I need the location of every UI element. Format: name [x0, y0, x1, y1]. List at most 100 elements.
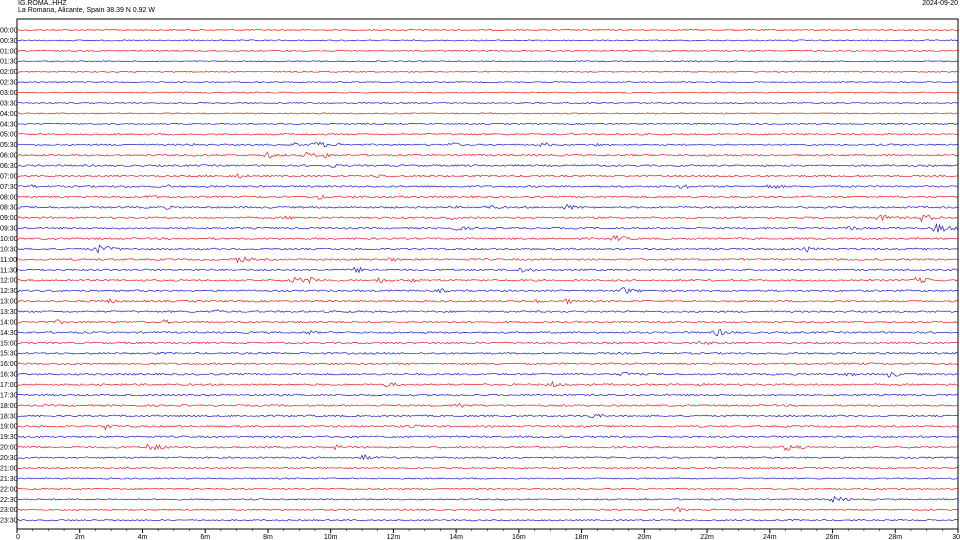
row-label: 07:00: [0, 173, 18, 180]
trace-1300: [16, 298, 958, 305]
trace-0830: [16, 204, 958, 211]
trace-2100: [16, 466, 958, 470]
row-label: 21:00: [0, 465, 18, 472]
trace-1430: [16, 329, 958, 337]
row-label: 12:00: [0, 278, 18, 285]
row-label: 10:00: [0, 236, 18, 243]
trace-2300: [16, 507, 958, 513]
row-label: 18:30: [0, 413, 18, 420]
trace-0300: [16, 91, 958, 94]
x-tick-label: 22m: [700, 534, 714, 540]
trace-0800: [16, 194, 958, 200]
trace-0100: [16, 49, 958, 52]
trace-0400: [16, 112, 958, 115]
trace-0700: [16, 173, 958, 179]
trace-2230: [16, 495, 958, 504]
row-label: 10:30: [0, 246, 18, 253]
location-label: La Romana, Alicante, Spain 38.39 N 0.92 …: [18, 7, 155, 14]
row-label: 18:00: [0, 403, 18, 410]
x-tick-label: 0: [16, 534, 20, 540]
x-tick-label: 8m: [263, 534, 273, 540]
x-tick-label: 10m: [324, 534, 338, 540]
trace-0600: [16, 151, 958, 159]
row-label: 23:00: [0, 507, 18, 514]
x-tick-label: 2m: [75, 534, 85, 540]
plot-frame: [16, 18, 959, 530]
x-tick-label: 20m: [638, 534, 652, 540]
seismic-traces: [16, 28, 958, 522]
station-label: IG.ROMA..HHZ: [18, 0, 67, 7]
trace-2200: [16, 487, 958, 491]
trace-0030: [16, 39, 958, 42]
row-label: 00:30: [0, 38, 18, 45]
row-label: 04:30: [0, 121, 18, 128]
row-label: 13:30: [0, 309, 18, 316]
trace-1330: [16, 309, 958, 313]
row-label: 11:30: [0, 267, 17, 274]
row-label: 07:30: [0, 184, 18, 191]
trace-2330: [16, 519, 958, 522]
trace-0430: [16, 122, 958, 125]
row-label: 17:00: [0, 382, 18, 389]
row-label: 20:00: [0, 445, 18, 452]
trace-1930: [16, 435, 958, 439]
row-label: 15:30: [0, 351, 18, 358]
row-time-labels: 00:00 00:30 01:00 01:30 02:00 02:30 03:00 03:30…: [0, 27, 18, 524]
row-label: 22:30: [0, 497, 18, 504]
row-label: 12:30: [0, 288, 18, 295]
x-tick-label: 16m: [512, 534, 526, 540]
trace-1100: [16, 256, 958, 264]
trace-1130: [16, 266, 958, 274]
trace-2030: [16, 453, 958, 461]
trace-1600: [16, 362, 958, 366]
row-label: 03:00: [0, 90, 18, 97]
trace-0530: [16, 141, 958, 148]
trace-1500: [16, 340, 958, 346]
row-label: 15:00: [0, 340, 18, 347]
trace-0130: [16, 60, 958, 63]
trace-1800: [16, 402, 958, 408]
date-label: 2024-09-20: [922, 0, 958, 7]
x-axis: 0 2m 4m 6m 8m 10m 12m 14m 16m 18m 20m 22m 24m 26m 28m 3…: [16, 529, 960, 540]
row-label: 02:00: [0, 69, 18, 76]
row-label: 08:00: [0, 194, 18, 201]
trace-1630: [16, 371, 958, 378]
trace-0500: [16, 133, 958, 136]
row-label: 14:00: [0, 319, 18, 326]
row-label: 23:30: [0, 518, 18, 525]
row-label: 03:30: [0, 100, 18, 107]
trace-0630: [16, 163, 958, 168]
row-label: 05:00: [0, 132, 18, 139]
trace-1200: [16, 276, 958, 285]
trace-1530: [16, 351, 958, 355]
row-label: 16:30: [0, 372, 18, 379]
row-label: 08:30: [0, 205, 18, 212]
row-label: 09:00: [0, 215, 18, 222]
row-label: 19:30: [0, 434, 18, 441]
row-label: 22:00: [0, 486, 18, 493]
trace-1730: [16, 393, 958, 397]
trace-0330: [16, 101, 958, 105]
trace-1400: [17, 319, 958, 325]
row-label: 01:00: [0, 48, 18, 55]
row-label: 21:30: [0, 476, 18, 483]
x-tick-label: 14m: [449, 534, 463, 540]
x-tick-label: 24m: [763, 534, 777, 540]
x-tick-label: 28m: [888, 534, 902, 540]
row-label: 11:00: [0, 257, 17, 264]
row-label: 02:30: [0, 80, 18, 87]
x-tick-label: 18m: [575, 534, 589, 540]
x-tick-label: 12m: [387, 534, 401, 540]
row-label: 06:30: [0, 163, 18, 170]
trace-2130: [16, 477, 958, 480]
row-label: 14:30: [0, 330, 18, 337]
trace-1030: [16, 244, 958, 254]
row-label: 06:00: [0, 153, 18, 160]
x-tick-label: 30: [952, 534, 960, 540]
trace-1700: [16, 380, 958, 388]
row-label: 20:30: [0, 455, 18, 462]
trace-1000: [16, 234, 958, 241]
row-label: 04:00: [0, 111, 18, 118]
trace-0230: [16, 81, 958, 84]
